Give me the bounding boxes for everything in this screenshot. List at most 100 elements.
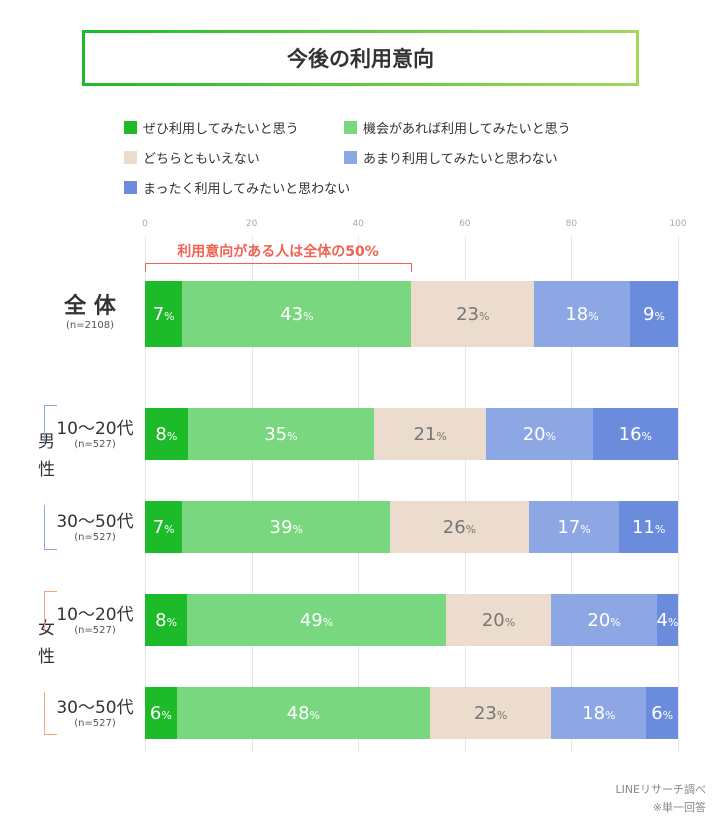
row-label-main: 30〜50代 [56,698,134,718]
group-label-female: 女性 [38,619,55,667]
bar-segment: 4% [656,594,678,646]
data-label: 43% [280,303,314,325]
source-note: LINEリサーチ調べ [615,783,706,796]
gridline [571,236,573,752]
row-label-n: (n=2108) [66,320,114,331]
bar-segment: 11% [619,501,678,553]
data-label: 39% [269,516,303,538]
data-label: 21% [413,423,447,445]
bar-segment: 6% [646,687,678,739]
legend-swatch [124,121,137,134]
tick-label: 40 [352,219,364,229]
data-label: 4% [656,609,678,631]
bar-segment: 18% [551,687,647,739]
legend-item: 機会があれば利用してみたいと思う [344,118,571,137]
bar-segment: 7% [145,281,183,347]
data-label: 20% [522,423,557,445]
answer-note: ※単一回答 [652,801,706,814]
data-label: 23% [473,702,508,724]
gridline [678,236,679,752]
bar-segment: 20% [551,594,657,646]
gridline [145,236,146,752]
legend-item: どちらともいえない [124,148,260,167]
bar-segment: 23% [429,687,552,739]
data-label: 20% [587,609,621,631]
data-label: 23% [456,303,490,325]
bar-row: 8% 49% 20% 20% 4% [145,594,678,646]
bar-segment: 20% [486,408,593,460]
data-label: 8% [155,609,178,631]
bar-segment: 48% [176,687,430,739]
bar-segment: 21% [374,408,487,460]
row-label: 10〜20代 (n=527) [45,600,145,636]
bar-segment: 17% [528,501,620,553]
legend-item: あまり利用してみたいと思わない [344,148,558,167]
row-label-main: 全 体 [64,294,116,319]
data-label: 11% [631,516,666,538]
bar-row: 8% 35% 21% 20% 16% [145,408,678,460]
data-label: 18% [582,702,616,724]
data-label: 9% [643,303,665,325]
legend-label: どちらともいえない [143,152,260,167]
bar-segment: 23% [411,281,535,347]
bar-row: 6% 48% 23% 18% 6% [145,687,678,739]
tick-label: 80 [565,219,578,229]
bar-segment: 39% [182,501,391,553]
row-label-n: (n=527) [74,439,116,450]
bar-segment: 6% [145,687,177,739]
gridline [251,236,253,752]
bar-segment: 43% [182,281,412,347]
bar-segment: 35% [187,408,375,460]
chart-title: 今後の利用意向 [82,30,639,86]
row-label-main: 10〜20代 [56,419,134,439]
tick-label: 100 [669,219,687,229]
annotation-bracket [145,263,412,272]
data-label: 7% [152,516,175,538]
bracket-female-top [44,591,57,631]
data-label: 49% [299,609,334,631]
data-label: 17% [557,516,591,538]
data-label: 26% [442,516,477,538]
data-label: 16% [618,423,652,445]
row-label: 30〜50代 (n=527) [45,507,145,543]
legend-swatch [124,181,137,194]
bar-segment: 20% [445,594,552,646]
legend-item: ぜひ利用してみたいと思う [124,118,299,137]
bar-row: 7% 43% 23% 18% 9% [145,281,678,347]
legend-item: まったく利用してみたいと思わない [124,178,350,197]
bar-segment: 7% [145,501,183,553]
bar-segment: 16% [592,408,678,460]
bar-segment: 8% [145,594,188,646]
legend-swatch [344,151,357,164]
tick-label: 20 [245,219,258,229]
bar-row: 7% 39% 26% 17% 11% [145,501,678,553]
tick-label: 0 [142,219,148,229]
gridline [358,236,360,752]
row-label-n: (n=527) [74,532,116,543]
bar-segment: 9% [630,281,678,347]
data-label: 18% [565,303,599,325]
legend-swatch [344,121,357,134]
data-label: 6% [149,702,172,724]
legend-swatch [124,151,137,164]
data-label: 7% [152,303,175,325]
gridline [464,236,466,752]
bracket-male-top [44,405,57,445]
tick-label: 60 [459,219,471,229]
legend-label: ぜひ利用してみたいと思う [143,122,299,137]
row-label: 10〜20代 (n=527) [45,414,145,450]
row-label-main: 10〜20代 [56,605,134,625]
bar-segment: 18% [534,281,630,347]
data-label: 6% [651,702,674,724]
data-label: 20% [481,609,516,631]
legend-label: まったく利用してみたいと思わない [143,182,351,197]
row-label-main: 30〜50代 [56,512,134,532]
bracket-female-bottom [44,692,57,735]
annotation: 利用意向がある人は全体の50% [177,244,379,260]
legend-label: あまり利用してみたいと思わない [363,152,558,167]
data-label: 8% [155,423,178,445]
row-label-n: (n=527) [74,718,116,729]
group-label-male: 男性 [38,432,55,480]
bar-segment: 26% [390,501,529,553]
bar-segment: 8% [145,408,188,460]
